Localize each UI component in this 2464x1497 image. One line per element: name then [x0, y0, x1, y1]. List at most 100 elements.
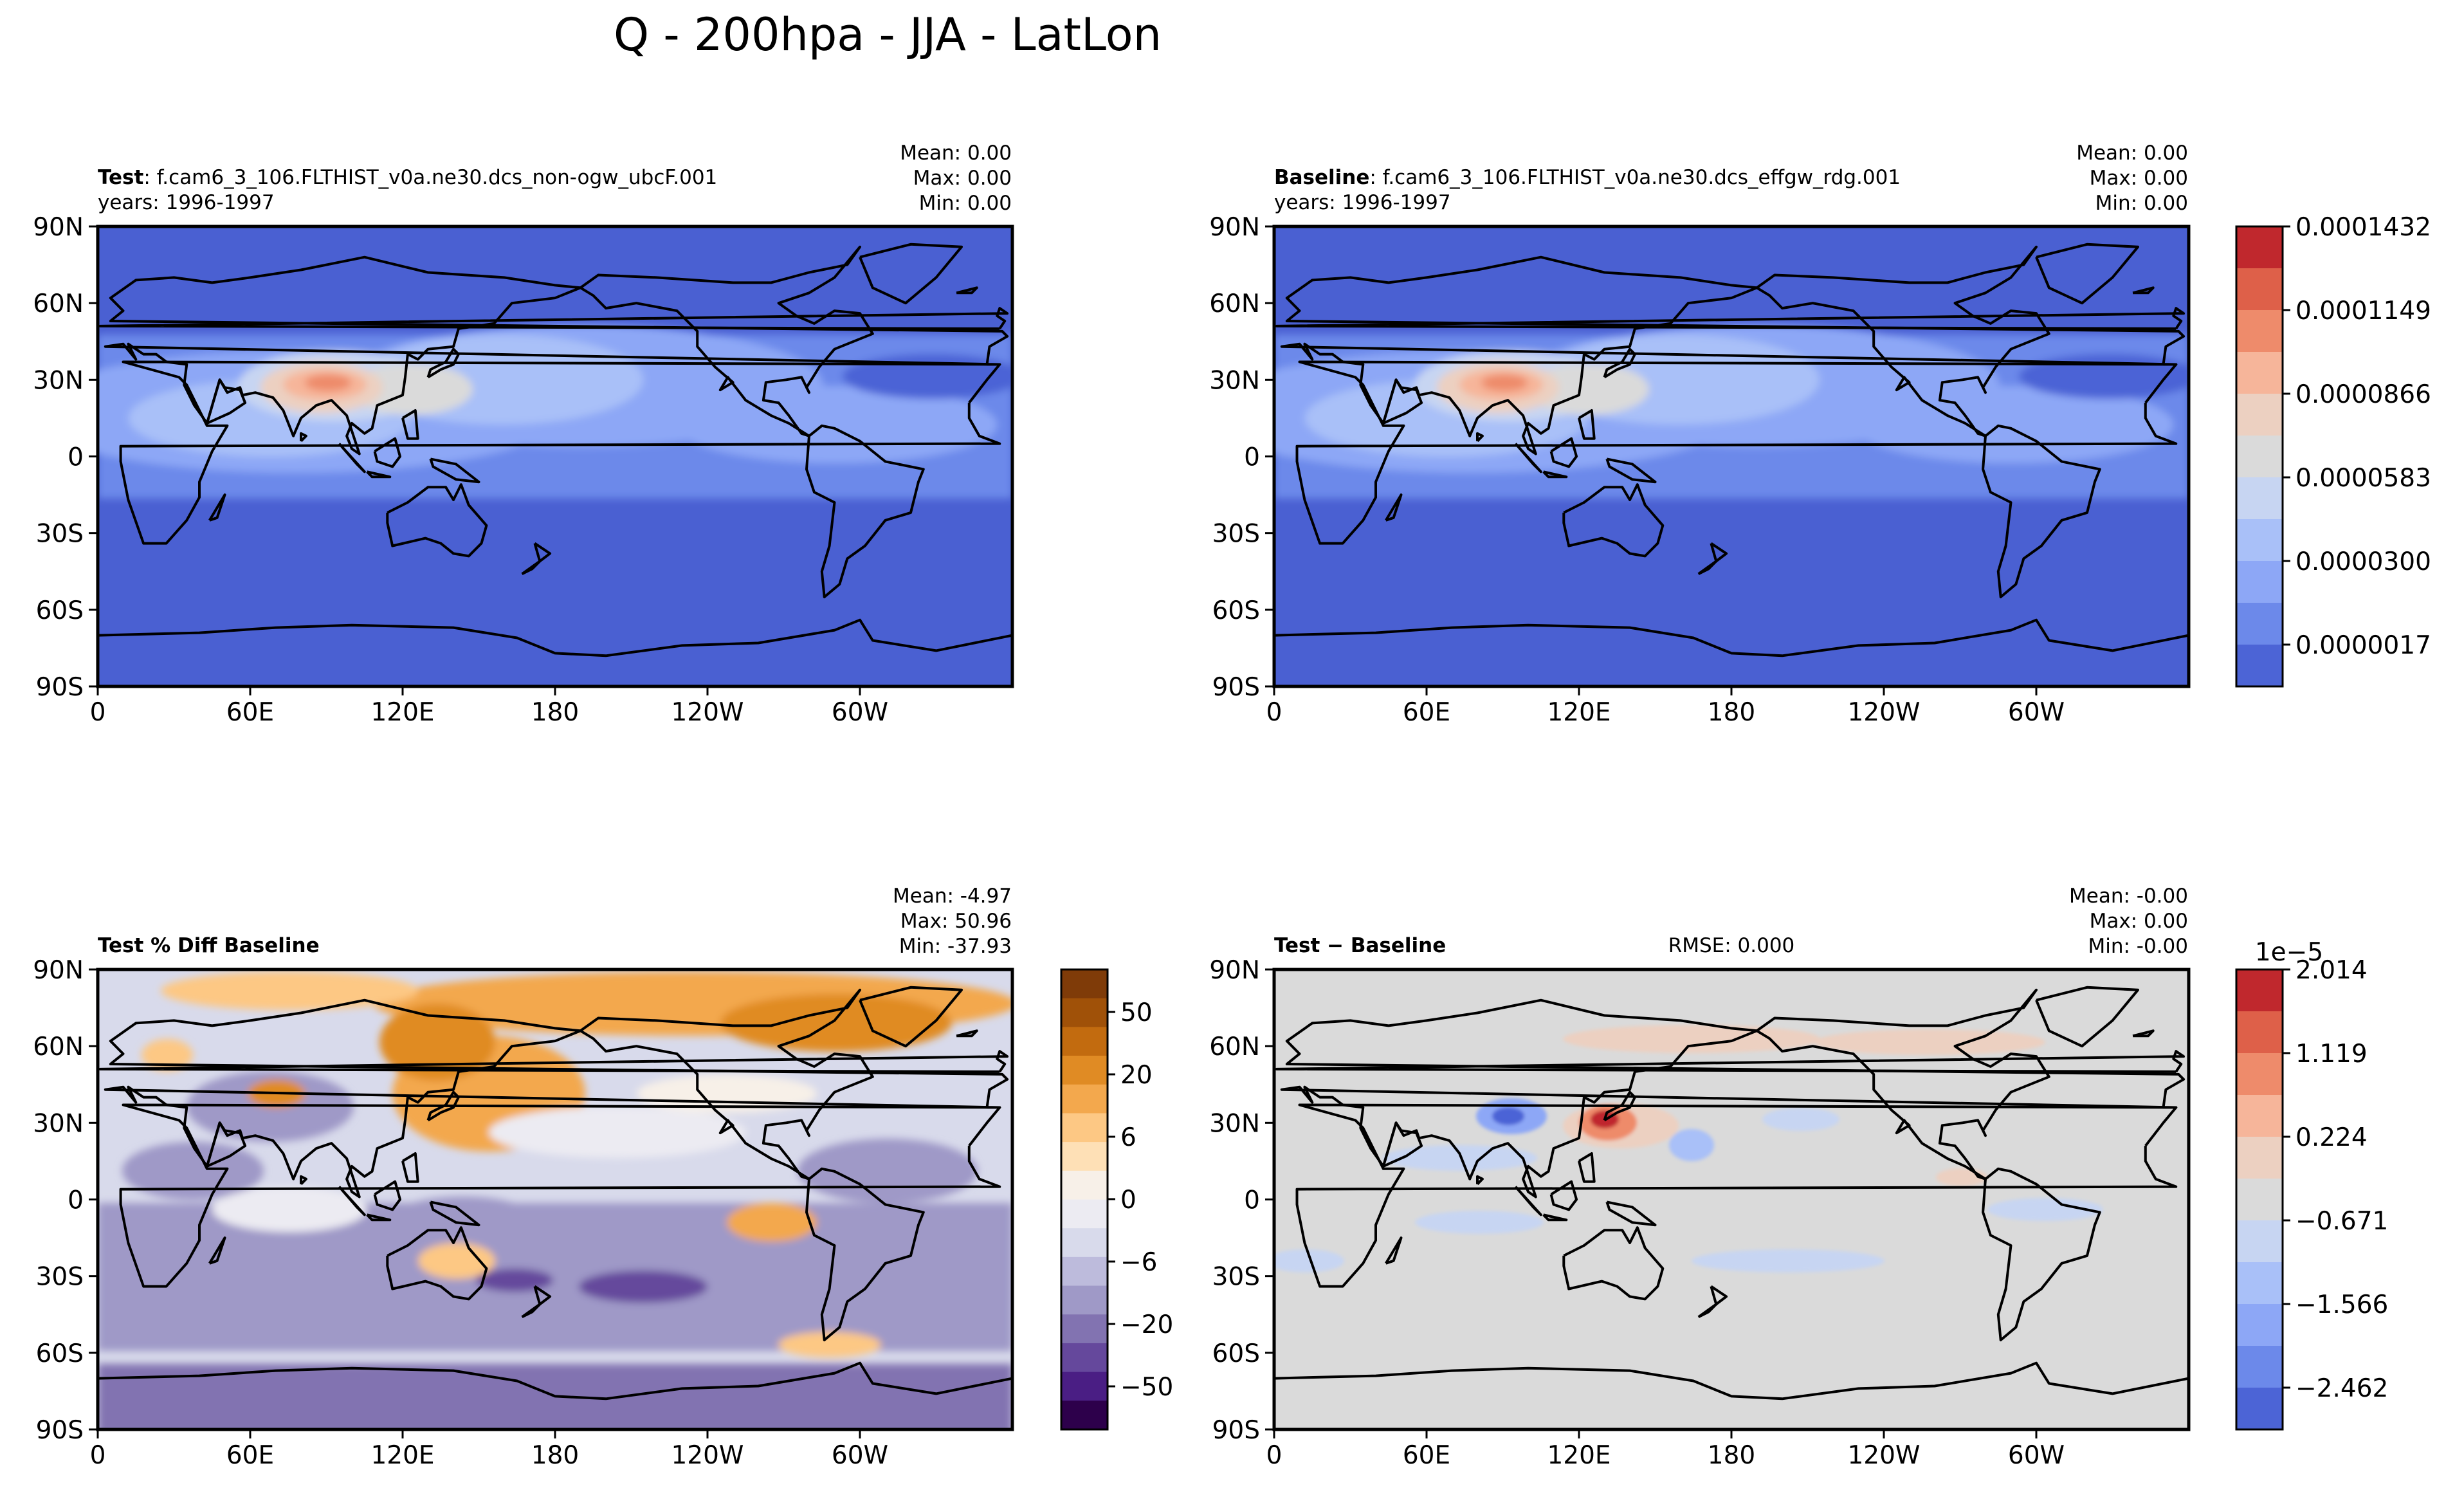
panel-test-ytick-label: 60N — [33, 289, 84, 318]
panel-difference-coastline — [1382, 1121, 1423, 1168]
panel-pct-diff-coastline — [98, 1050, 1009, 1073]
panel-pct-diff-ytick-label: 60N — [33, 1033, 84, 1061]
panel-test-coastline — [205, 378, 247, 425]
panel-test-coastline — [426, 347, 460, 379]
panel-pct-diff-ytick-label: 30S — [36, 1263, 84, 1292]
panel-difference-coastline — [1982, 1167, 2101, 1341]
panel-baseline-xtick-label: 120E — [1547, 698, 1611, 727]
panel-difference-coastline — [1578, 1152, 1596, 1183]
panel-baseline-ytick-label: 30S — [1212, 520, 1260, 549]
panel-difference-xtick-label: 120E — [1547, 1441, 1611, 1470]
panel-difference-coastline — [1295, 1103, 2178, 1288]
panel-pct-diff-coastlines — [98, 986, 1012, 1401]
colorbar-pct-diff-swatch — [1061, 1343, 1108, 1373]
panel-test-xtick-label: 60W — [832, 698, 888, 727]
panel-test-ytick-label: 0 — [68, 443, 84, 472]
svg-text:Baseline: f.cam6_3_106.FLTHIST: Baseline: f.cam6_3_106.FLTHIST_v0a.ne30.… — [1274, 166, 1901, 189]
panel-difference-xtick-label: 60W — [2008, 1441, 2065, 1470]
panel-test-xtick-label: 60E — [226, 698, 274, 727]
panel-difference-ytick-label: 30N — [1209, 1109, 1260, 1138]
panel-difference-mean: Mean: -0.00 — [2069, 885, 2188, 908]
colorbar-pct-diff-swatch — [1061, 1372, 1108, 1401]
panel-test-map — [98, 226, 1012, 686]
panel-difference-coastline — [1275, 1050, 2186, 1073]
colorbar-difference-label: 2.014 — [2295, 956, 2368, 985]
colorbar-difference-label: 0.224 — [2295, 1123, 2368, 1152]
panel-difference-coastline — [1274, 1361, 2189, 1401]
panel-baseline-coastline — [1382, 378, 1423, 425]
panel-difference-xtick-label: 120W — [1847, 1441, 1920, 1470]
panel-difference-xtick-label: 0 — [1266, 1441, 1282, 1470]
panel-test-mean: Mean: 0.00 — [900, 142, 1012, 165]
colorbar-pct-diff-label: 6 — [1120, 1123, 1136, 1152]
colorbar-pct-diff-swatch — [1061, 1084, 1108, 1114]
colorbar-difference-label: −2.462 — [2295, 1374, 2388, 1403]
panel-difference-coastline — [1542, 1213, 1568, 1222]
panel-baseline-coastline — [1562, 483, 1665, 558]
panel-test-xtick-label: 120E — [370, 698, 434, 727]
colorbar-pct-diff-swatch — [1061, 969, 1108, 999]
panel-baseline-coastline — [1697, 560, 1718, 575]
panel-difference-ytick-label: 60S — [1212, 1339, 1260, 1368]
colorbar-pct-diff-label: 20 — [1120, 1061, 1153, 1090]
panel-baseline-coastline — [1710, 542, 1728, 563]
panel-difference-coastline — [1562, 1226, 1665, 1301]
panel-test-title-rest: : f.cam6_3_106.FLTHIST_v0a.ne30.dcs_non-… — [143, 166, 717, 189]
panel-test-coastline — [366, 470, 392, 479]
panel-pct-diff-coastline — [805, 1167, 925, 1341]
panel-baseline-ytick-label: 0 — [1244, 443, 1260, 472]
colorbar-field-swatch — [2236, 394, 2283, 436]
panel-pct-diff: Test % Diff Baseline Mean: -4.97 Max: 50… — [96, 885, 1014, 1431]
panel-difference-coastline — [1385, 1236, 1403, 1265]
panel-test-coastline — [338, 443, 366, 473]
panel-difference-max: Max: 0.00 — [2090, 910, 2188, 933]
panel-pct-diff-ytick-label: 0 — [68, 1186, 84, 1215]
figure-title: Q - 200hpa - JJA - LatLon — [614, 8, 1162, 61]
panel-difference-coastline — [2035, 986, 2139, 1048]
panel-test-coastline — [98, 307, 1009, 330]
colorbar-difference-swatch — [2236, 969, 2283, 1012]
colorbar-pct-diff-label: 0 — [1120, 1186, 1136, 1215]
colorbar-field-swatch — [2236, 226, 2283, 269]
colorbars-layer: 0.0001432 0.0001149 0.0000866 0.0000583 0.00… — [1060, 213, 2431, 1431]
panel-baseline-xtick-label: 60E — [1403, 698, 1450, 727]
panel-difference-title: Test − Baseline — [1274, 934, 1446, 957]
panel-pct-diff-title: Test % Diff Baseline — [98, 934, 320, 957]
panel-difference-coastlines — [1274, 986, 2189, 1401]
colorbar-pct-diff-swatch — [1061, 1285, 1108, 1315]
panel-test-ytick-label: 30N — [33, 366, 84, 395]
panel-difference-ytick-label: 90S — [1212, 1416, 1260, 1445]
panel-test-years: years: 1996-1997 — [98, 191, 275, 214]
panel-test-ytick-label: 90N — [33, 213, 84, 242]
panel-baseline: Baseline: f.cam6_3_106.FLTHIST_v0a.ne30.… — [1272, 142, 2191, 688]
panel-test-coastline — [579, 245, 874, 437]
panel-baseline-title-bold: Baseline — [1274, 166, 1369, 189]
panel-test-ytick-label: 90S — [36, 673, 84, 702]
panel-test-min: Min: 0.00 — [919, 192, 1012, 215]
panel-test-coastline — [401, 409, 419, 440]
panel-difference-coastline — [1756, 988, 2050, 1180]
coastlines-layer — [98, 243, 2189, 1401]
panel-difference-coastline — [1280, 998, 2186, 1199]
panel-test-title-bold: Test — [98, 166, 144, 189]
panel-baseline-coastline — [1578, 409, 1596, 440]
colorbar-pct-diff-label: 50 — [1120, 998, 1153, 1027]
colorbar-field-label: 0.0000300 — [2295, 547, 2431, 576]
panel-baseline-coastline — [1280, 255, 2186, 455]
colorbar-pct-diff-swatch — [1061, 998, 1108, 1027]
panel-pct-diff-xtick-label: 120W — [671, 1441, 744, 1470]
panel-pct-diff-coastline — [401, 1152, 419, 1183]
panel-test-xtick-label: 0 — [90, 698, 106, 727]
panel-test-coastline — [300, 432, 307, 443]
panel-pct-diff-coastline — [859, 986, 963, 1048]
panel-pct-diff-coastline — [104, 998, 1009, 1199]
panel-baseline-coastline — [2132, 286, 2155, 295]
panel-test-coastline — [98, 618, 1012, 657]
colorbar-field-swatch — [2236, 477, 2283, 520]
colorbar-difference-label: 1.119 — [2295, 1040, 2368, 1069]
panel-difference-xtick-label: 180 — [1708, 1441, 1755, 1470]
panel-baseline-ytick-label: 60N — [1209, 289, 1260, 318]
colorbar-field-label: 0.0000017 — [2295, 631, 2431, 660]
panel-test: Test: f.cam6_3_106.FLTHIST_v0a.ne30.dcs_… — [96, 142, 1014, 688]
colorbar-field-swatch — [2236, 645, 2283, 687]
